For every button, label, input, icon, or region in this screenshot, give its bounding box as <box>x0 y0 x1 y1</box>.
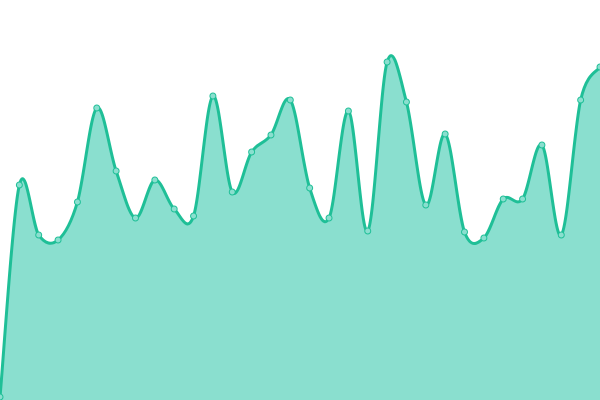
data-point-8[interactable] <box>151 176 159 184</box>
data-point-4[interactable] <box>73 198 81 206</box>
data-point-10[interactable] <box>190 212 198 220</box>
data-point-14[interactable] <box>267 131 275 139</box>
data-point-17[interactable] <box>325 214 333 222</box>
data-point-21[interactable] <box>402 98 410 106</box>
data-point-2[interactable] <box>35 231 43 239</box>
data-point-16[interactable] <box>306 184 314 192</box>
data-point-12[interactable] <box>228 188 236 196</box>
data-point-13[interactable] <box>248 148 256 156</box>
data-point-9[interactable] <box>170 205 178 213</box>
data-point-3[interactable] <box>54 236 62 244</box>
data-point-19[interactable] <box>364 227 372 235</box>
data-point-7[interactable] <box>131 214 139 222</box>
data-point-28[interactable] <box>538 141 546 149</box>
data-point-29[interactable] <box>557 231 565 239</box>
data-point-1[interactable] <box>15 181 23 189</box>
data-point-11[interactable] <box>209 92 217 100</box>
data-point-23[interactable] <box>441 130 449 138</box>
data-point-18[interactable] <box>344 107 352 115</box>
data-point-26[interactable] <box>499 195 507 203</box>
data-point-25[interactable] <box>480 234 488 242</box>
data-point-20[interactable] <box>383 58 391 66</box>
data-point-27[interactable] <box>519 195 527 203</box>
data-point-31[interactable] <box>596 63 600 71</box>
data-point-30[interactable] <box>577 96 585 104</box>
data-point-5[interactable] <box>93 104 101 112</box>
data-point-0[interactable] <box>0 393 4 400</box>
area-fill <box>0 55 600 400</box>
data-point-15[interactable] <box>286 96 294 104</box>
data-point-6[interactable] <box>112 167 120 175</box>
data-point-22[interactable] <box>422 201 430 209</box>
data-point-24[interactable] <box>461 228 469 236</box>
